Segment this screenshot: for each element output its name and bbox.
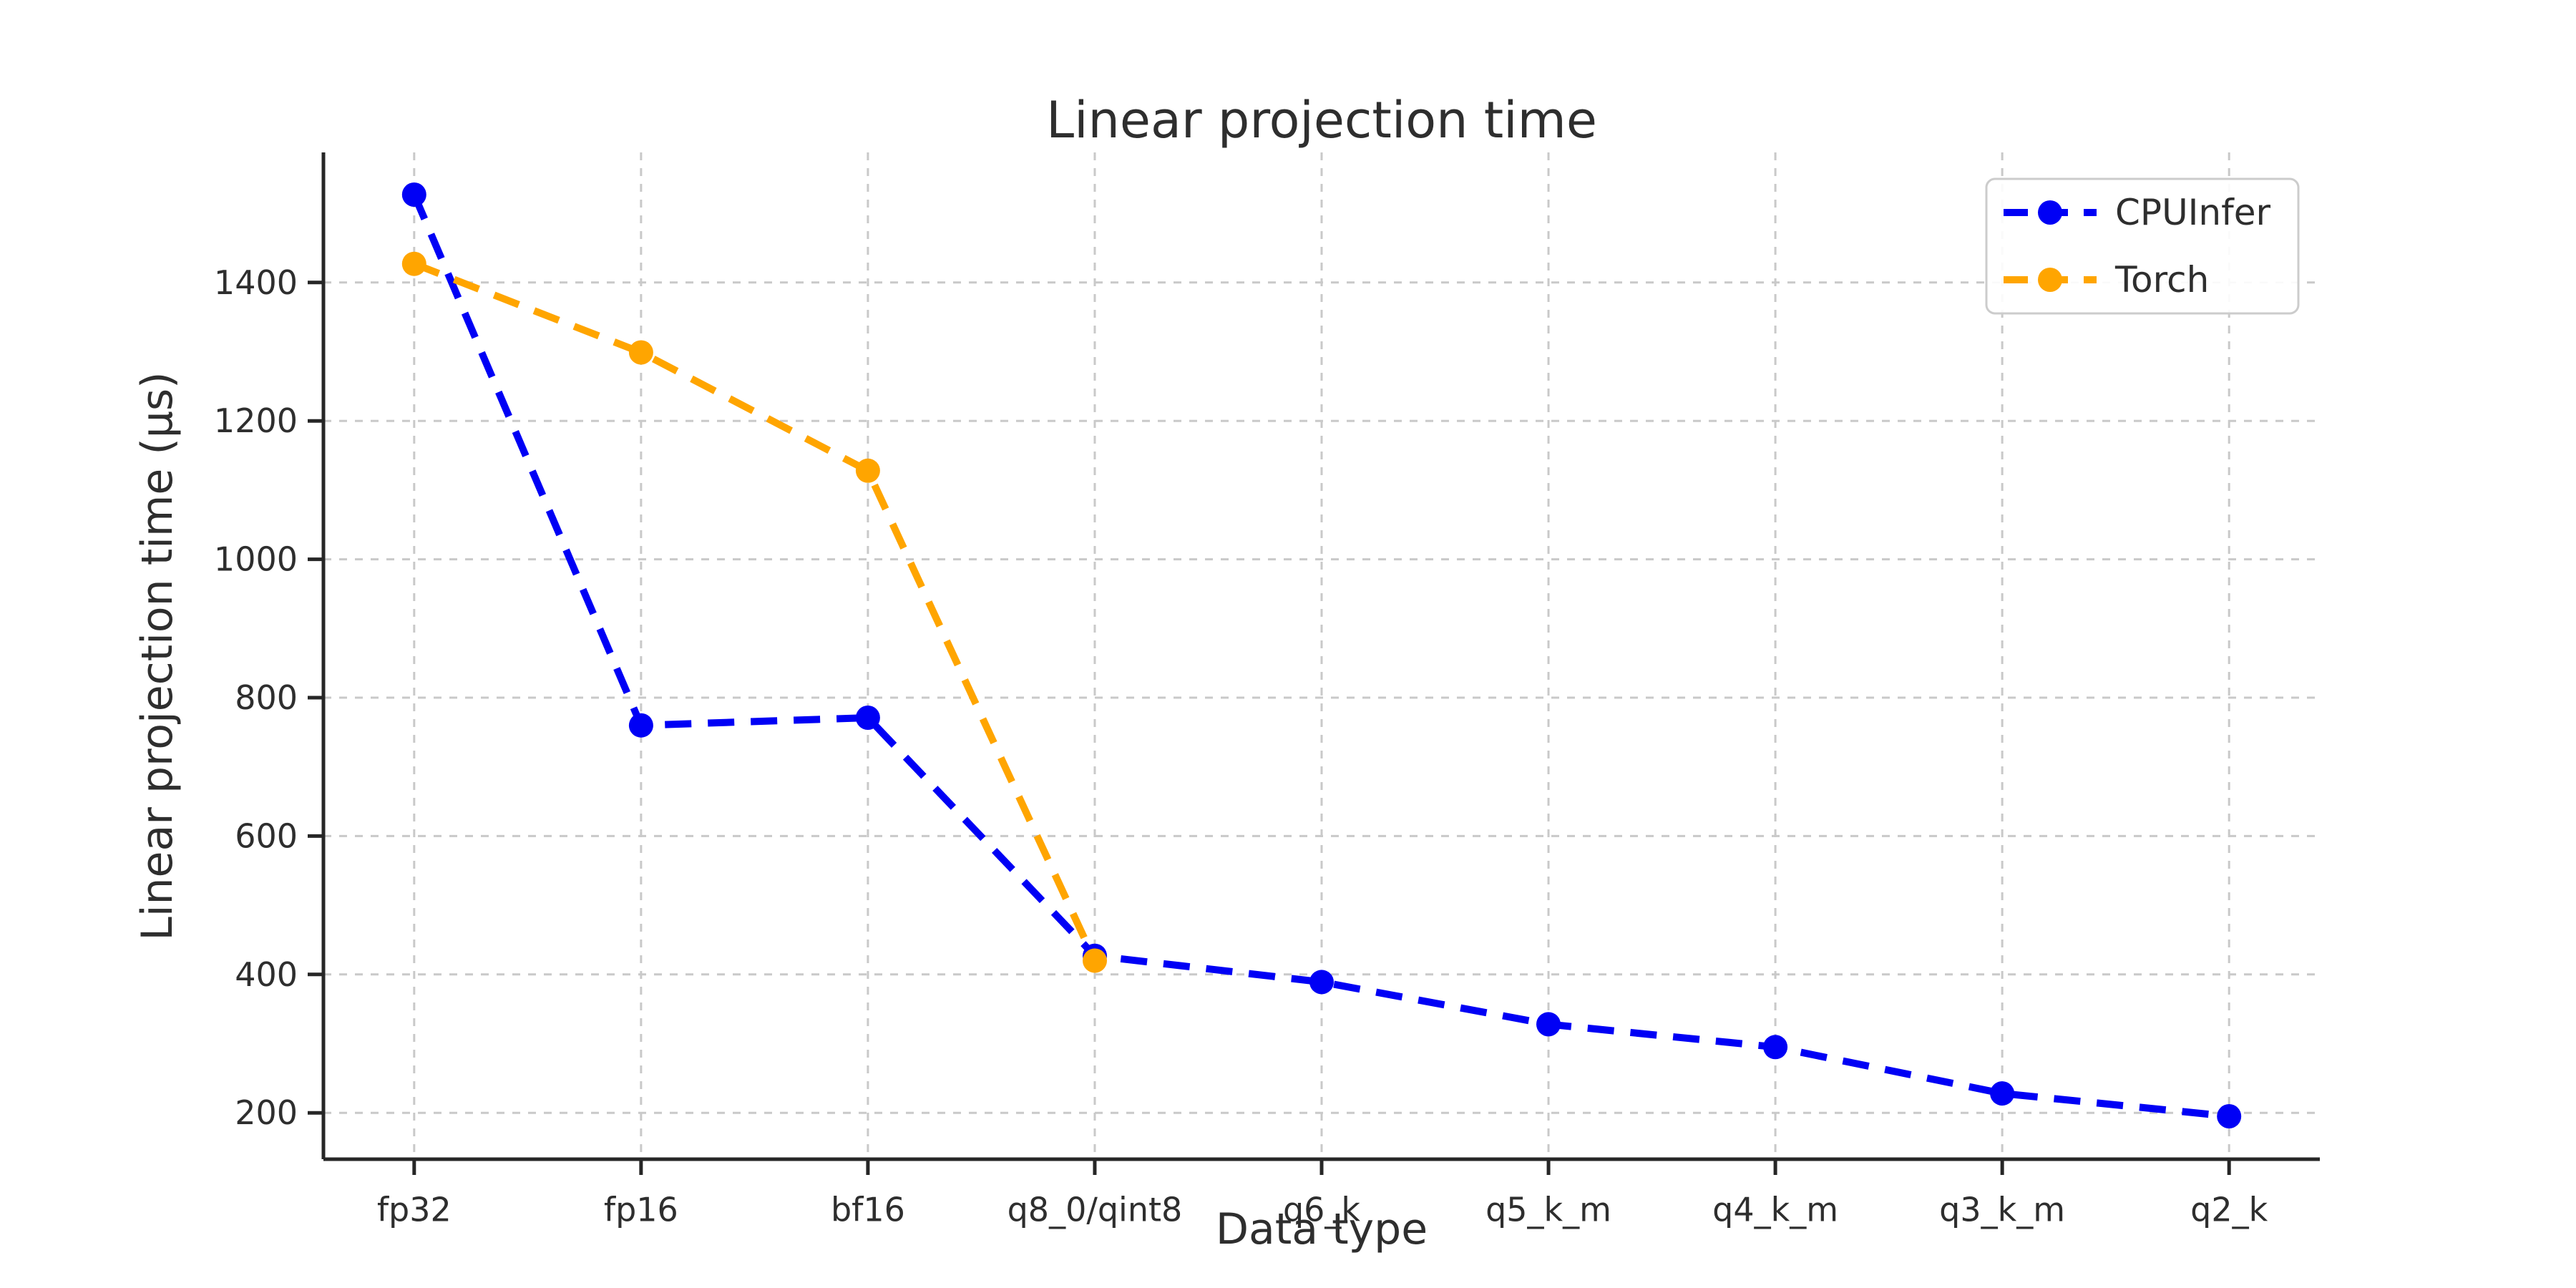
y-tick-label: 200 xyxy=(235,1093,298,1132)
y-axis-label: Linear projection time (μs) xyxy=(132,371,182,940)
data-point-cpuinfer xyxy=(1990,1081,2015,1106)
x-tick-label: q2_k xyxy=(2190,1190,2268,1229)
data-point-cpuinfer xyxy=(401,182,426,207)
y-tick-label: 1000 xyxy=(214,540,298,579)
x-tick-label: q4_k_m xyxy=(1712,1190,1838,1229)
x-axis-label: Data type xyxy=(1216,1204,1428,1254)
legend-label: Torch xyxy=(2114,259,2209,301)
x-tick-label: q3_k_m xyxy=(1939,1190,2065,1229)
data-point-cpuinfer xyxy=(2217,1104,2242,1128)
data-point-cpuinfer xyxy=(855,706,880,730)
data-point-cpuinfer xyxy=(1763,1035,1788,1060)
legend-marker xyxy=(2038,268,2062,292)
data-point-cpuinfer xyxy=(1536,1012,1561,1037)
data-series xyxy=(401,182,2242,1128)
y-tick-label: 1400 xyxy=(214,263,298,302)
legend: CPUInfer Torch xyxy=(1985,177,2300,315)
legend-item-cpuinfer: CPUInfer xyxy=(2004,192,2270,233)
data-point-torch xyxy=(401,251,426,276)
x-tick-label: q5_k_m xyxy=(1485,1190,1611,1229)
data-point-torch xyxy=(628,340,653,365)
data-point-torch xyxy=(1083,948,1107,973)
y-tick-label: 400 xyxy=(235,955,298,994)
y-tick-label: 600 xyxy=(235,816,298,855)
data-point-torch xyxy=(855,458,880,483)
legend-label: CPUInfer xyxy=(2115,192,2270,233)
x-tick-label: q8_0/qint8 xyxy=(1008,1190,1183,1229)
legend-item-torch: Torch xyxy=(2004,259,2209,301)
legend-marker xyxy=(2038,200,2062,225)
x-tick-label: q6_k xyxy=(1283,1190,1360,1229)
axis-ticks: fp32 fp16 bf16 q8_0/qint8 q6_k q5_k_m q4_k_m q3… xyxy=(214,263,2268,1229)
x-tick-label: bf16 xyxy=(831,1190,905,1229)
x-tick-label: fp16 xyxy=(604,1190,678,1229)
y-tick-label: 800 xyxy=(235,678,298,717)
series-line-torch xyxy=(412,260,1098,962)
series-line-cpuinfer xyxy=(411,193,2230,1120)
data-point-cpuinfer xyxy=(1309,970,1334,995)
data-point-cpuinfer xyxy=(628,713,653,738)
chart-title: Linear projection time xyxy=(1046,91,1597,150)
y-tick-label: 1200 xyxy=(214,401,298,440)
x-tick-label: fp32 xyxy=(377,1190,452,1229)
